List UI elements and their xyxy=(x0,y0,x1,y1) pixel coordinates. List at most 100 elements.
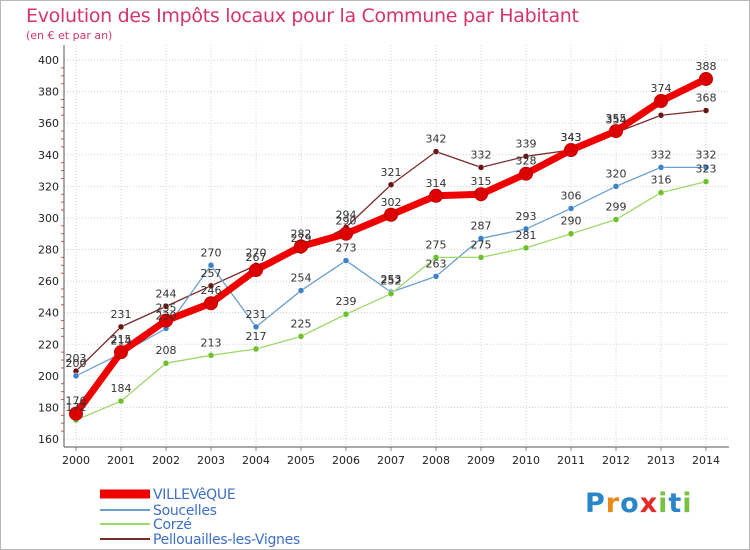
logo-letter: o xyxy=(620,488,640,519)
data-label: 257 xyxy=(201,267,222,280)
data-label: 342 xyxy=(426,133,447,146)
data-point xyxy=(567,230,575,237)
logo-letter: r xyxy=(605,488,621,519)
logo-letter: t xyxy=(668,488,683,519)
legend: VILLEVêQUESoucellesCorzéPellouailles-les… xyxy=(100,487,300,548)
x-tick-label: 2007 xyxy=(377,454,405,467)
data-point xyxy=(294,239,308,254)
data-point xyxy=(702,178,710,185)
data-point xyxy=(114,345,128,360)
data-label: 332 xyxy=(651,148,672,161)
x-tick-label: 2006 xyxy=(332,454,360,467)
data-label: 217 xyxy=(246,330,267,343)
logo-letter: i xyxy=(682,488,693,519)
data-point xyxy=(522,244,530,252)
data-label: 215 xyxy=(111,333,132,346)
data-point xyxy=(429,188,443,203)
data-point xyxy=(702,164,710,171)
y-tick-label: 260 xyxy=(38,275,59,288)
data-label: 314 xyxy=(426,177,447,190)
data-point xyxy=(702,107,710,114)
data-label: 302 xyxy=(381,196,402,209)
data-label: 230 xyxy=(156,309,177,322)
data-label: 172 xyxy=(66,401,87,414)
data-label: 287 xyxy=(471,219,492,232)
legend-label: Soucelles xyxy=(153,503,217,519)
data-point xyxy=(297,333,305,340)
data-point xyxy=(207,262,215,269)
data-point xyxy=(654,94,668,109)
data-label: 275 xyxy=(426,238,447,251)
data-label: 343 xyxy=(561,131,582,144)
data-point xyxy=(519,166,533,181)
data-label: 281 xyxy=(516,229,537,242)
data-label: 323 xyxy=(696,163,717,176)
data-point xyxy=(474,187,488,202)
data-label: 231 xyxy=(246,308,267,321)
series-corz- xyxy=(72,178,710,424)
y-tick-label: 360 xyxy=(38,117,59,130)
data-label: 270 xyxy=(246,246,267,259)
data-point xyxy=(432,273,440,280)
y-tick-label: 160 xyxy=(38,433,59,446)
plot-area xyxy=(64,45,729,447)
x-tick-label: 2010 xyxy=(512,454,540,467)
data-point xyxy=(207,352,215,359)
data-label: 267 xyxy=(246,251,267,264)
data-label: 368 xyxy=(696,92,717,105)
data-label: 225 xyxy=(291,317,312,330)
data-point xyxy=(252,323,260,331)
data-point xyxy=(432,148,440,155)
data-label: 253 xyxy=(381,273,402,286)
data-label: 203 xyxy=(66,352,87,365)
x-tick-label: 2001 xyxy=(107,454,135,467)
y-tick-label: 320 xyxy=(38,180,59,193)
data-point xyxy=(162,359,170,367)
data-label: 263 xyxy=(426,257,447,270)
data-label: 244 xyxy=(156,287,177,300)
data-point xyxy=(477,235,485,242)
x-tick-label: 2013 xyxy=(647,454,675,467)
data-point xyxy=(432,254,440,261)
data-point xyxy=(657,112,665,119)
data-point xyxy=(384,207,398,222)
data-label: 246 xyxy=(201,284,222,297)
data-point xyxy=(699,71,713,86)
data-point xyxy=(477,254,485,261)
data-point xyxy=(207,282,215,290)
data-label: 332 xyxy=(471,148,492,161)
data-point xyxy=(477,164,485,171)
y-tick-label: 400 xyxy=(38,54,59,67)
y-tick-label: 300 xyxy=(38,212,59,225)
data-label: 293 xyxy=(516,210,537,223)
x-tick-label: 2003 xyxy=(197,454,225,467)
data-label: 208 xyxy=(156,344,177,357)
data-label: 200 xyxy=(66,357,87,370)
y-tick-label: 180 xyxy=(38,401,59,414)
data-label: 315 xyxy=(471,175,492,188)
data-label: 321 xyxy=(381,166,402,179)
x-tick-label: 2005 xyxy=(287,454,315,467)
data-label: 235 xyxy=(156,302,177,315)
data-label: 339 xyxy=(516,137,537,150)
data-point xyxy=(159,313,173,328)
x-tick-label: 2002 xyxy=(152,454,180,467)
y-tick-label: 280 xyxy=(38,244,59,257)
logo-letter: x xyxy=(639,488,659,519)
data-point xyxy=(72,372,80,380)
y-tick-label: 380 xyxy=(38,86,59,99)
data-point xyxy=(117,323,125,331)
data-point xyxy=(522,153,530,160)
data-label: 275 xyxy=(471,238,492,251)
legend-label: VILLEVêQUE xyxy=(153,487,235,503)
x-tick-label: 2011 xyxy=(557,454,585,467)
data-label: 213 xyxy=(201,336,222,349)
data-label: 273 xyxy=(336,242,357,255)
logo-letter: P xyxy=(585,488,606,519)
data-point xyxy=(69,406,83,421)
x-tick-label: 2004 xyxy=(242,454,270,467)
data-label: 231 xyxy=(111,308,132,321)
data-point xyxy=(297,287,305,294)
x-tick-label: 2008 xyxy=(422,454,450,467)
x-tick-label: 2000 xyxy=(62,454,90,467)
